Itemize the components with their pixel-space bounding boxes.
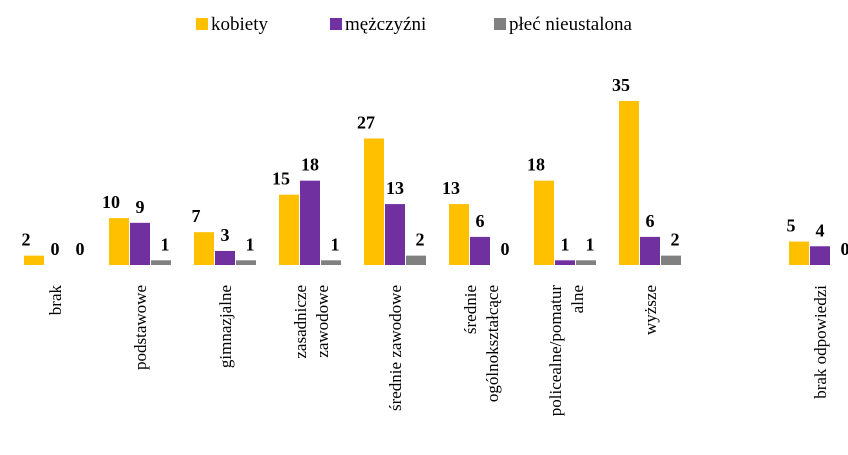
bar bbox=[555, 260, 575, 265]
bar bbox=[321, 260, 341, 265]
legend-label: kobiety bbox=[211, 14, 268, 35]
data-label: 3 bbox=[221, 225, 230, 245]
bar bbox=[236, 260, 256, 265]
data-label: 6 bbox=[476, 211, 485, 231]
bar bbox=[364, 138, 384, 265]
x-tick-label: brak odpowiedzi bbox=[811, 285, 830, 399]
data-label: 18 bbox=[301, 155, 319, 175]
x-tick-label: policealne/pomatur alne bbox=[546, 285, 587, 417]
x-tick-label: brak bbox=[46, 285, 65, 316]
bar bbox=[130, 222, 150, 265]
data-label: 18 bbox=[527, 155, 545, 175]
data-label: 2 bbox=[671, 230, 680, 250]
data-label: 35 bbox=[612, 75, 630, 95]
data-label: 9 bbox=[136, 197, 145, 217]
data-label: 5 bbox=[787, 216, 796, 236]
bar bbox=[151, 260, 171, 265]
data-label: 4 bbox=[816, 220, 825, 240]
bar bbox=[300, 180, 320, 265]
legend-swatch bbox=[330, 18, 342, 30]
data-label: 1 bbox=[561, 234, 570, 254]
bar bbox=[576, 260, 596, 265]
data-label: 1 bbox=[246, 234, 255, 254]
bar bbox=[215, 250, 235, 265]
data-label: 6 bbox=[646, 211, 655, 231]
x-tick-label: średnie ogólnokształcące bbox=[461, 285, 502, 402]
x-tick-label: podstawowe bbox=[131, 285, 150, 370]
data-label: 13 bbox=[386, 178, 404, 198]
data-label: 2 bbox=[416, 230, 425, 250]
data-label: 7 bbox=[192, 206, 201, 226]
data-label: 10 bbox=[102, 192, 120, 212]
bar bbox=[406, 255, 426, 265]
data-label: 2 bbox=[22, 230, 31, 250]
bar bbox=[449, 204, 469, 265]
data-label: 0 bbox=[501, 239, 510, 259]
bar bbox=[385, 204, 405, 265]
bar bbox=[661, 255, 681, 265]
data-label: 15 bbox=[272, 169, 290, 189]
bar bbox=[279, 194, 299, 265]
bar bbox=[640, 236, 660, 265]
data-label: 0 bbox=[51, 239, 60, 259]
data-label: 13 bbox=[442, 178, 460, 198]
bar bbox=[810, 246, 830, 265]
bar bbox=[619, 101, 639, 265]
data-label: 0 bbox=[76, 239, 85, 259]
bar bbox=[109, 218, 129, 265]
x-tick-label: gimnazjalne bbox=[216, 285, 235, 368]
data-label: 0 bbox=[841, 239, 848, 259]
bar bbox=[789, 241, 809, 265]
legend-label: płeć nieustalona bbox=[509, 14, 632, 35]
data-label: 1 bbox=[586, 234, 595, 254]
data-label: 1 bbox=[331, 234, 340, 254]
data-label: 1 bbox=[161, 234, 170, 254]
bar bbox=[24, 255, 44, 265]
bar bbox=[194, 232, 214, 265]
x-tick-label: średnie zawodowe bbox=[386, 285, 405, 411]
legend-label: mężczyźni bbox=[345, 14, 426, 35]
data-label: 27 bbox=[357, 112, 375, 132]
bar bbox=[534, 180, 554, 265]
legend-swatch bbox=[196, 18, 208, 30]
x-tick-label: wyższe bbox=[641, 285, 660, 335]
bar bbox=[470, 236, 490, 265]
legend-swatch bbox=[494, 18, 506, 30]
x-tick-label: zasadnicze zawodowe bbox=[291, 285, 332, 359]
